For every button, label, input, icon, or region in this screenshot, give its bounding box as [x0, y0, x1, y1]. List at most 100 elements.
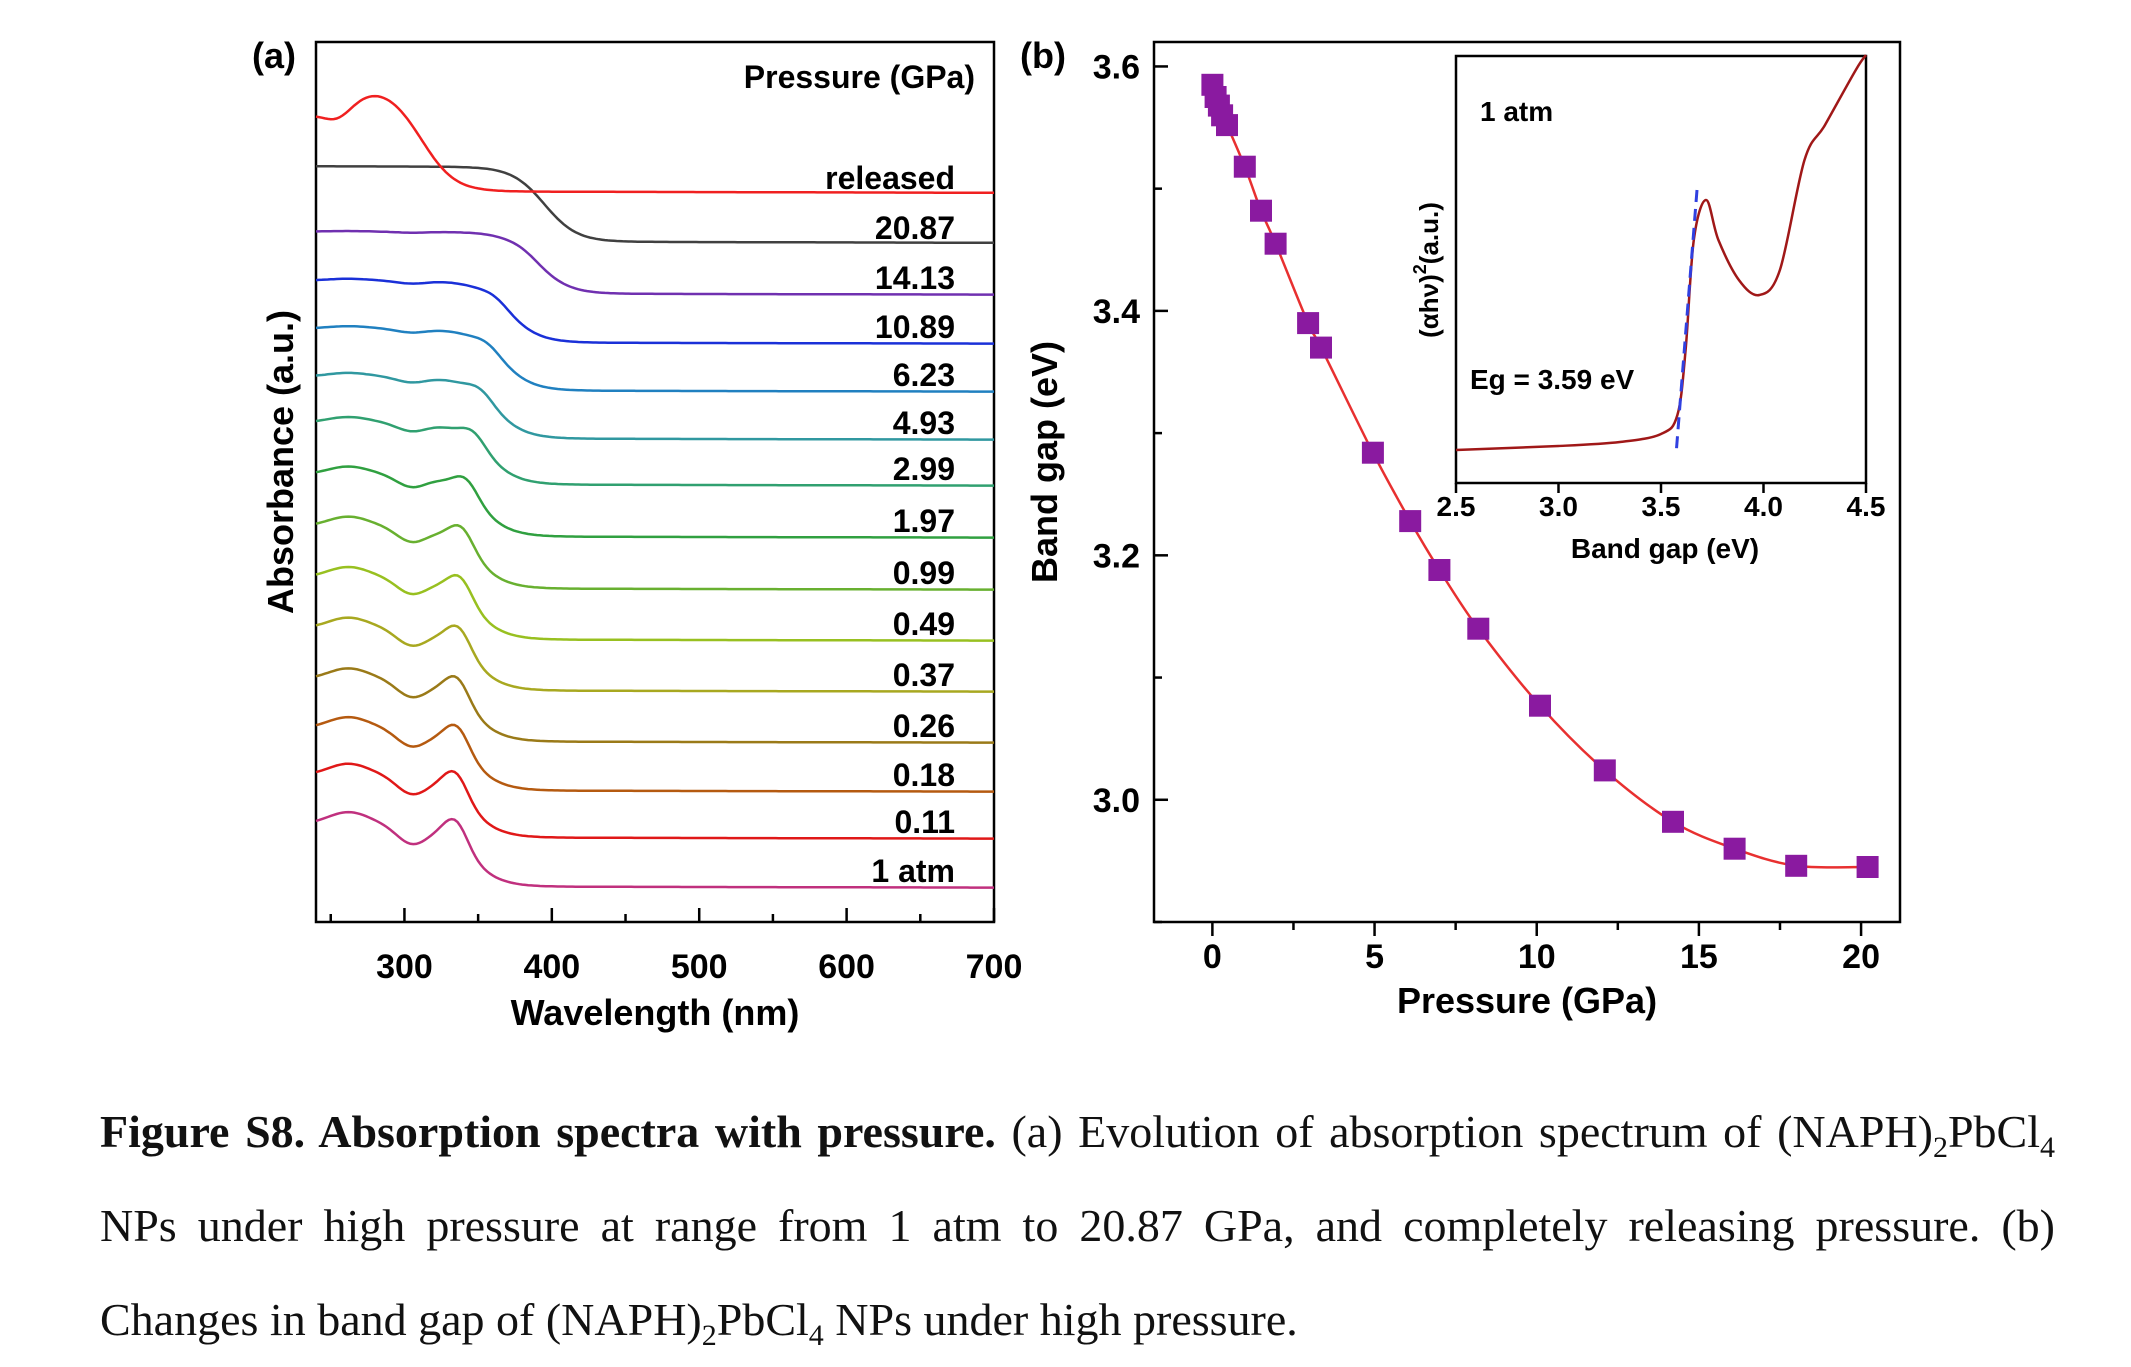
spectrum-line	[315, 715, 994, 793]
band-gap-point	[1856, 856, 1879, 878]
panel-a-frame	[314, 40, 996, 924]
panel-b-x-tick-label: 5	[1365, 938, 1384, 976]
spectrum-label: 10.89	[875, 309, 955, 345]
inset-tauc-plot: 2.5 3.0 3.5 4.0 4.5 1 atm Eg = 3.59 eV Band …	[1410, 54, 1886, 564]
spectrum-line	[316, 229, 994, 296]
caption-part4: PbCl	[716, 1294, 809, 1345]
band-gap-point	[1361, 441, 1384, 464]
caption-sub3: 2	[701, 1319, 717, 1353]
inset-y-axis-sup: 2	[1410, 264, 1430, 274]
panel-a-absorption-spectra: (a) 300 400 500 600 700 1 atm 0.11 0.18 0.26 0.3…	[252, 35, 1022, 1033]
spectrum-line	[315, 762, 994, 840]
spectrum-label: 0.11	[894, 804, 955, 840]
inset-x-axis-label: Band gap (eV)	[1571, 533, 1759, 564]
panel-a-x-tick-label: 500	[671, 948, 728, 986]
panel-a-legend-title: Pressure (GPa)	[744, 59, 975, 95]
panel-b-x-tick-label: 0	[1203, 938, 1222, 976]
spectrum-line	[315, 277, 994, 345]
panel-b-label: (b)	[1020, 35, 1066, 76]
inset-curve	[1455, 54, 1868, 452]
caption-sub4: 4	[808, 1319, 824, 1353]
panel-a-ticks: 300 400 500 600 700	[329, 908, 1023, 986]
spectrum-line	[315, 324, 994, 393]
spectrum-label: 1 atm	[871, 853, 955, 889]
caption-sub2: 4	[2040, 1131, 2055, 1165]
inset-x-tick-label: 3.0	[1539, 491, 1578, 522]
band-gap-point	[1428, 559, 1451, 581]
inset-y-axis-label: (αhν)2(a.u.)	[1410, 202, 1444, 338]
spectrum-label: 6.23	[893, 357, 955, 393]
spectrum-line	[315, 565, 994, 642]
panel-a-series-labels: 1 atm 0.11 0.18 0.26 0.37 0.49 0.99 1.97 2.99 4.9…	[825, 160, 955, 889]
panel-b-y-tick-label: 3.0	[1093, 782, 1140, 820]
caption-part1: (a) Evolution of absorption spectrum of …	[995, 1106, 1933, 1157]
spectrum-label: released	[825, 160, 955, 196]
spectrum-label: 4.93	[893, 405, 955, 441]
band-gap-point	[1233, 155, 1256, 178]
inset-x-tick-label: 2.5	[1437, 491, 1476, 522]
panel-a-curves	[315, 94, 994, 889]
spectrum-label: 0.26	[893, 708, 955, 744]
spectrum-label: 0.37	[893, 657, 955, 693]
figure-caption: Figure S8. Absorption spectra with press…	[100, 1085, 2055, 1367]
band-gap-point	[1310, 336, 1332, 359]
spectrum-line	[315, 371, 994, 441]
panel-b-x-axis-label: Pressure (GPa)	[1397, 980, 1657, 1021]
band-gap-point	[1467, 617, 1490, 640]
inset-x-tick-label: 4.0	[1744, 491, 1783, 522]
band-gap-point	[1785, 854, 1808, 877]
inset-x-tick-label: 4.5	[1847, 491, 1886, 522]
band-gap-point	[1264, 232, 1287, 255]
panel-b-data-points	[1201, 73, 1879, 878]
caption-sub1: 2	[1932, 1131, 1948, 1165]
band-gap-point	[1399, 510, 1422, 533]
inset-y-axis-main: (αhν)	[1414, 274, 1444, 338]
band-gap-point	[1662, 810, 1684, 833]
caption-part3: NPs under high pressure at range from 1 …	[100, 1200, 2055, 1345]
spectrum-label: 0.49	[893, 606, 955, 642]
panel-a-x-tick-label: 300	[376, 948, 433, 986]
panel-b-ticks: 0 5 10 15 20 3.0 3.2 3.4 3.6	[1093, 48, 1880, 976]
panel-b-y-axis-label: Band gap (eV)	[1024, 341, 1065, 583]
panel-b-x-tick-label: 15	[1680, 938, 1718, 976]
inset-ticks: 2.5 3.0 3.5 4.0 4.5	[1437, 483, 1886, 522]
panel-b-y-tick-label: 3.2	[1093, 537, 1140, 575]
panel-a-label: (a)	[252, 35, 296, 76]
panel-a-x-tick-label: 700	[966, 948, 1023, 986]
panel-a-x-tick-label: 400	[523, 948, 580, 986]
inset-tangent-line	[1674, 189, 1699, 456]
caption-lead: Figure S8. Absorption spectra with press…	[100, 1106, 996, 1157]
band-gap-point	[1593, 759, 1616, 782]
panel-a-y-axis-label: Absorbance (a.u.)	[260, 310, 301, 614]
spectrum-label: 14.13	[875, 260, 955, 296]
spectrum-line	[315, 616, 994, 693]
panel-b-y-tick-label: 3.4	[1093, 293, 1140, 331]
spectrum-line	[315, 94, 994, 195]
spectrum-label: 1.97	[893, 503, 955, 539]
inset-frame	[1454, 54, 1868, 485]
spectrum-label: 20.87	[875, 210, 955, 246]
band-gap-point	[1529, 694, 1551, 717]
panel-a-x-axis-label: Wavelength (nm)	[511, 992, 800, 1033]
band-gap-point	[1250, 199, 1272, 222]
spectrum-line	[315, 465, 994, 539]
caption-part2: PbCl	[1947, 1106, 2040, 1157]
band-gap-point	[1297, 312, 1320, 335]
spectrum-label: 0.99	[893, 555, 955, 591]
panel-b-band-gap: (b) 0 5 10 15 203.03.23.43.6 Pressure (GPa) …	[1020, 35, 1902, 1021]
band-gap-point	[1216, 114, 1238, 137]
spectrum-label: 0.18	[893, 757, 955, 793]
figure: (a) 300 400 500 600 700 1 atm 0.11 0.18 0.26 0.3…	[252, 35, 1902, 1033]
caption-part5: NPs under high pressure.	[823, 1294, 1298, 1345]
spectrum-label: 2.99	[893, 451, 955, 487]
inset-x-tick-label: 3.5	[1642, 491, 1681, 522]
inset-condition-label: 1 atm	[1480, 96, 1553, 127]
inset-y-axis-unit: (a.u.)	[1414, 202, 1444, 264]
spectrum-line	[315, 810, 994, 889]
panel-b-x-tick-label: 20	[1842, 938, 1880, 976]
band-gap-point	[1723, 837, 1746, 860]
spectrum-line	[316, 165, 994, 245]
inset-eg-annotation: Eg = 3.59 eV	[1470, 364, 1635, 395]
spectrum-line	[315, 667, 994, 744]
spectrum-line	[315, 515, 994, 591]
